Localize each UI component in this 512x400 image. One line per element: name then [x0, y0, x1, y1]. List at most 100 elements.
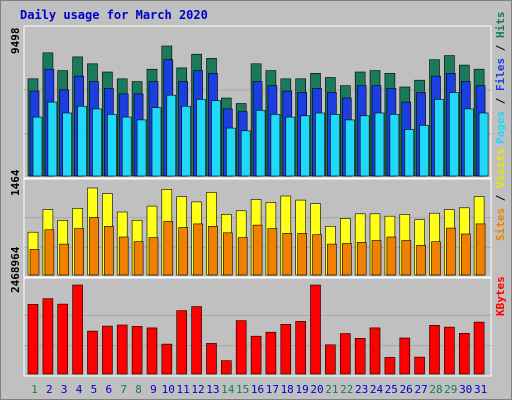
bar-kbytes-day-2	[42, 298, 54, 375]
bar-sites-day-31	[475, 223, 486, 276]
bar-pages-day-24	[374, 112, 385, 177]
bar-kbytes-day-5	[87, 330, 98, 375]
bar-sites-day-1	[29, 249, 40, 276]
bar-kbytes-day-15	[235, 320, 247, 375]
legend-visits: Visits	[494, 148, 507, 188]
panel-mid-legend: Sites / Visits	[494, 148, 507, 241]
panel-top	[23, 25, 492, 179]
bar-pages-day-18	[285, 116, 296, 177]
bar-sites-day-3	[59, 243, 70, 276]
legend-separator: /	[494, 38, 507, 58]
bar-kbytes-day-23	[354, 337, 366, 375]
bar-kbytes-day-11	[176, 310, 187, 375]
x-tick-label-26: 26	[400, 383, 413, 396]
bar-kbytes-day-8	[131, 326, 143, 375]
bar-pages-day-27	[419, 125, 429, 177]
bar-pages-day-14	[226, 127, 236, 177]
bar-kbytes-day-29	[444, 326, 455, 375]
bar-pages-day-4	[77, 105, 87, 177]
bar-sites-day-5	[89, 217, 99, 276]
x-tick-label-23: 23	[355, 383, 368, 396]
legend-separator: /	[494, 188, 507, 208]
bar-sites-day-27	[416, 245, 426, 276]
bar-pages-day-20	[315, 112, 325, 177]
bar-kbytes-day-26	[399, 337, 411, 375]
x-tick-label-1: 1	[31, 383, 38, 396]
x-tick-label-5: 5	[91, 383, 98, 396]
bar-sites-day-22	[341, 243, 352, 276]
x-tick-label-10: 10	[162, 383, 175, 396]
x-tick-label-25: 25	[385, 383, 398, 396]
bar-sites-day-29	[446, 227, 456, 276]
bar-pages-day-15	[240, 130, 251, 177]
bar-sites-day-23	[356, 242, 367, 276]
bar-sites-day-10	[163, 221, 174, 276]
bar-kbytes-day-12	[191, 306, 202, 375]
bar-kbytes-day-14	[221, 360, 232, 375]
bar-pages-day-7	[121, 116, 132, 177]
panel-top-legend: Pages / Files / Hits	[494, 12, 507, 145]
x-tick-label-30: 30	[459, 383, 472, 396]
bar-kbytes-day-19	[295, 321, 307, 375]
bar-sites-day-8	[133, 241, 144, 276]
bar-kbytes-day-24	[369, 327, 381, 375]
x-tick-label-22: 22	[340, 383, 353, 396]
bar-pages-day-19	[300, 115, 311, 177]
panel-bot-legend: KBytes	[494, 276, 507, 316]
panel-top-max-label: 9498	[9, 27, 22, 55]
chart-title: Daily usage for March 2020	[20, 8, 208, 22]
bar-pages-day-26	[404, 129, 415, 177]
bar-sites-day-30	[460, 233, 471, 276]
x-tick-label-24: 24	[370, 383, 384, 396]
panel-mid-max-label: 1464	[9, 169, 22, 197]
bar-sites-day-20	[312, 234, 322, 276]
bar-sites-day-11	[178, 227, 188, 276]
x-tick-label-6: 6	[105, 383, 112, 396]
legend-hits: Hits	[494, 11, 507, 39]
panel-mid	[23, 178, 492, 278]
bar-sites-day-7	[118, 236, 129, 276]
bar-sites-day-9	[148, 237, 159, 276]
bar-kbytes-day-16	[250, 335, 262, 375]
bar-pages-day-8	[136, 119, 147, 177]
bar-pages-day-5	[92, 108, 102, 177]
bar-kbytes-day-6	[102, 325, 113, 375]
bar-kbytes-day-1	[27, 304, 39, 375]
x-tick-label-27: 27	[414, 383, 427, 396]
bar-pages-day-1	[32, 116, 43, 177]
bar-kbytes-day-28	[429, 324, 440, 375]
panel-bot-max-label: 2468964	[9, 246, 22, 293]
x-tick-label-21: 21	[325, 383, 338, 396]
x-tick-label-31: 31	[474, 383, 487, 396]
x-tick-label-19: 19	[295, 383, 308, 396]
x-tick-label-12: 12	[191, 383, 204, 396]
x-tick-label-3: 3	[61, 383, 68, 396]
x-tick-label-28: 28	[429, 383, 442, 396]
bar-pages-day-31	[478, 112, 489, 177]
bar-kbytes-day-3	[57, 303, 69, 375]
x-tick-label-13: 13	[206, 383, 219, 396]
bar-pages-day-10	[166, 94, 177, 177]
bar-pages-day-21	[330, 114, 340, 177]
bar-pages-day-22	[344, 119, 355, 177]
legend-separator: /	[494, 91, 507, 111]
bar-kbytes-day-13	[206, 343, 217, 375]
bar-kbytes-day-17	[265, 331, 277, 375]
panel-bot	[23, 277, 492, 377]
bar-kbytes-day-22	[339, 333, 351, 375]
bar-kbytes-day-20	[310, 284, 321, 375]
bar-pages-day-2	[47, 101, 58, 177]
bar-pages-day-3	[62, 112, 73, 177]
bar-pages-day-25	[389, 114, 400, 177]
bar-pages-day-11	[181, 105, 191, 177]
bar-sites-day-18	[282, 233, 293, 276]
x-tick-label-15: 15	[236, 383, 249, 396]
bar-kbytes-day-21	[325, 344, 336, 375]
bar-pages-day-23	[359, 115, 370, 177]
bar-sites-day-14	[223, 232, 233, 276]
bar-sites-day-12	[193, 223, 203, 276]
x-tick-label-16: 16	[251, 383, 264, 396]
bar-sites-day-28	[431, 241, 441, 276]
bar-sites-day-4	[74, 228, 84, 276]
bar-sites-day-16	[252, 224, 263, 276]
